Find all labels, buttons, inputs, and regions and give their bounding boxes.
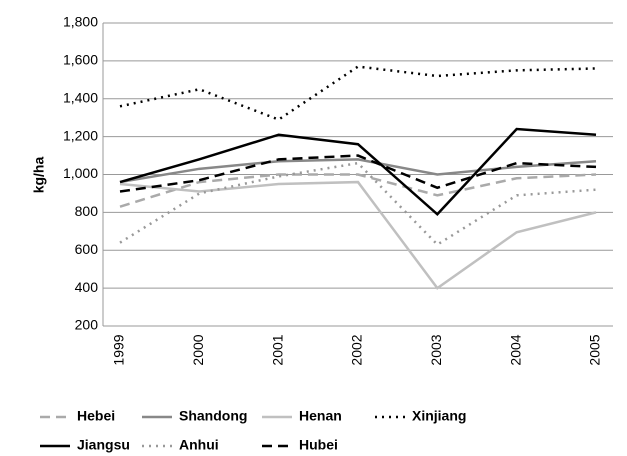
series-line bbox=[119, 173, 597, 208]
legend-label: Xinjiang bbox=[412, 408, 466, 424]
series-line bbox=[119, 161, 597, 247]
legend-label: Henan bbox=[299, 408, 342, 424]
series-line bbox=[119, 127, 597, 217]
legend-label: Anhui bbox=[179, 437, 219, 453]
legend-label: Jiangsu bbox=[77, 437, 130, 453]
legend-label: Hebei bbox=[77, 408, 115, 424]
series-line bbox=[119, 158, 597, 184]
y-tick-label: 600 bbox=[75, 241, 99, 257]
series-line bbox=[119, 154, 597, 193]
legend-label: Hubei bbox=[299, 437, 338, 453]
y-tick-label: 1,600 bbox=[63, 52, 98, 68]
x-tick-label: 2005 bbox=[587, 334, 603, 365]
x-tick-label: 2000 bbox=[190, 334, 206, 365]
y-tick-label: 1,800 bbox=[63, 14, 98, 30]
x-tick-label: 1999 bbox=[111, 334, 127, 365]
y-tick-label: 800 bbox=[75, 203, 99, 219]
series-line bbox=[119, 65, 597, 121]
y-axis-label: kg/ha bbox=[31, 157, 47, 194]
y-tick-label: 1,200 bbox=[63, 127, 98, 143]
x-tick-label: 2004 bbox=[507, 334, 523, 365]
x-tick-label: 2002 bbox=[349, 334, 365, 365]
y-tick-label: 1,000 bbox=[63, 165, 98, 181]
x-tick-label: 2003 bbox=[428, 334, 444, 365]
y-tick-label: 200 bbox=[75, 317, 99, 333]
y-tick-label: 1,400 bbox=[63, 89, 98, 105]
y-tick-label: 400 bbox=[75, 279, 99, 295]
series-line bbox=[119, 180, 597, 290]
legend-label: Shandong bbox=[179, 408, 247, 424]
x-tick-label: 2001 bbox=[269, 334, 285, 365]
